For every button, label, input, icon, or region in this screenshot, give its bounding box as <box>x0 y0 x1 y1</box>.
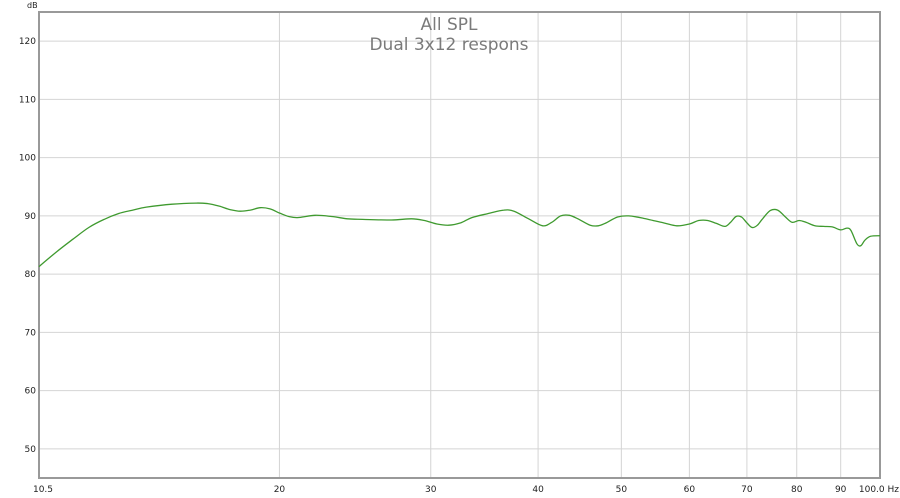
series-layer <box>38 202 881 268</box>
x-tick-label: 80 <box>791 485 803 495</box>
y-tick-label: 110 <box>19 95 36 105</box>
y-tick-label: 60 <box>25 387 37 397</box>
x-tick-label: 60 <box>684 485 696 495</box>
x-tick-label: 30 <box>425 485 437 495</box>
y-tick-label: 100 <box>19 154 36 164</box>
y-tick-label: 70 <box>25 328 37 338</box>
x-tick-label: 50 <box>616 485 628 495</box>
chart-title: All SPL <box>421 15 479 35</box>
x-tick-label: 20 <box>274 485 286 495</box>
y-axis-unit-label: dB <box>27 1 38 10</box>
y-tick-label: 90 <box>25 212 37 222</box>
x-tick-label: 70 <box>741 485 753 495</box>
x-tick-label: 40 <box>532 485 544 495</box>
x-tick-label: 90 <box>835 485 847 495</box>
y-tick-label: 50 <box>25 445 37 455</box>
axis-ticks: 50 60 70 80 90 100 110 120 10.5 20 30 40 50 60 70 80 90 1… <box>19 37 899 495</box>
chart-subtitle: Dual 3x12 respons <box>369 35 528 55</box>
x-tick-label: 100.0 Hz <box>859 485 899 495</box>
x-tick-label: 10.5 <box>33 485 53 495</box>
y-tick-label: 80 <box>25 270 37 280</box>
y-tick-label: 120 <box>19 37 36 47</box>
plot-frame <box>38 11 881 479</box>
spl-response-line <box>38 202 881 268</box>
grid <box>39 12 880 478</box>
